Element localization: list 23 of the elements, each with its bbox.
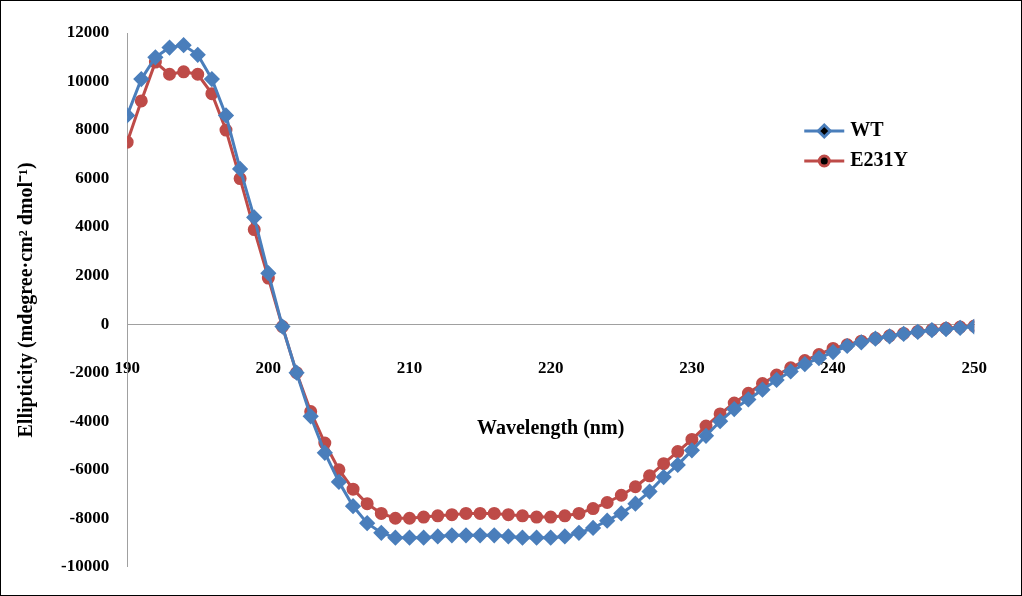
y-tick-label: 2000 (75, 265, 110, 285)
legend-label: E231Y (850, 148, 909, 171)
y-tick-label: 12000 (66, 22, 110, 42)
x-tick-label: 210 (396, 357, 423, 377)
y-tick-label: -10000 (60, 556, 110, 576)
y-tick-label: 8000 (75, 119, 110, 139)
x-tick-label: 220 (537, 357, 564, 377)
x-tick-label: 200 (255, 357, 282, 377)
y-tick-label: 10000 (66, 70, 110, 90)
y-tick-label: -8000 (69, 507, 110, 527)
x-tick-label: 240 (820, 357, 846, 377)
y-tick-label: 6000 (75, 167, 110, 187)
legend-label: WT (850, 118, 885, 141)
y-axis-title: Ellipticity (mdegree·cm² dmol⁻¹) (14, 162, 38, 438)
y-tick-label: 4000 (75, 216, 110, 236)
x-tick-label: 250 (961, 357, 987, 377)
y-tick-label: -6000 (69, 459, 110, 479)
y-tick-label: -2000 (69, 362, 110, 382)
x-tick-label: 230 (679, 357, 705, 377)
x-tick-label: 190 (114, 357, 140, 377)
y-tick-label: -4000 (69, 410, 110, 430)
y-tick-label: 0 (100, 313, 110, 333)
x-axis-title: Wavelength (nm) (477, 415, 625, 439)
